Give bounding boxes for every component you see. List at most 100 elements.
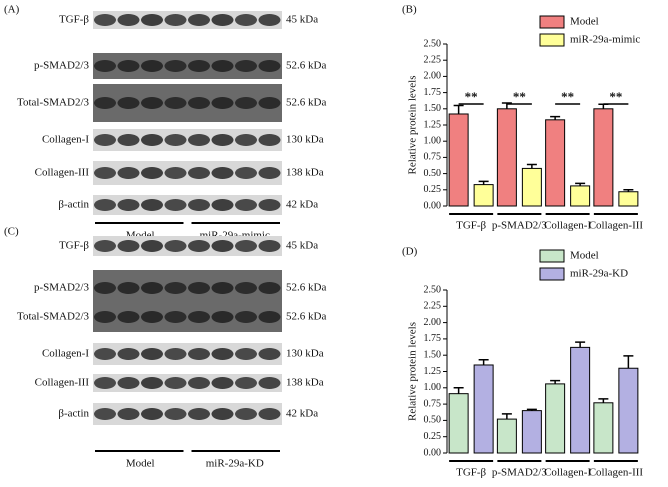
blot-band (141, 199, 163, 211)
blot-band (117, 282, 140, 294)
blot-band (235, 240, 257, 252)
blot-band (117, 60, 140, 72)
blot-band (141, 14, 163, 26)
mw-label: 52.6 kDa (286, 311, 326, 323)
y-tick-label: 1.50 (424, 349, 442, 360)
blot-band (141, 134, 163, 146)
blot-band (188, 348, 210, 360)
y-tick-label: 2.50 (424, 38, 442, 49)
row-label: Total-SMAD2/3 (17, 311, 89, 323)
blot-band (141, 167, 163, 179)
y-tick-label: 1.50 (424, 103, 442, 114)
legend-swatch (539, 249, 565, 263)
blot-band (235, 167, 257, 179)
blot-band (211, 14, 234, 26)
blot-band (211, 167, 234, 179)
error-bar (550, 115, 561, 120)
blot-band (211, 311, 234, 323)
blot-band (188, 282, 210, 294)
error-bar (526, 163, 537, 169)
error-bar (550, 379, 561, 384)
blot-band (188, 14, 210, 26)
blot-band (258, 408, 281, 420)
y-axis-label: Relative protein levels (407, 76, 419, 175)
y-tick-label: 2.00 (424, 71, 442, 82)
x-tick-label: Collagen-III (589, 220, 644, 232)
blot-band (211, 408, 234, 420)
error-bar (575, 341, 586, 348)
mw-label: 45 kDa (286, 240, 318, 252)
blot-band (188, 60, 210, 72)
blot-band (94, 282, 116, 294)
blot-band (164, 408, 187, 420)
panel-label: (D) (402, 246, 418, 258)
blot-strip (93, 374, 282, 392)
error-bar (575, 182, 586, 186)
blot-band (94, 60, 116, 72)
blot-band (117, 167, 140, 179)
y-axis-label: Relative protein levels (407, 322, 419, 421)
bar (448, 113, 469, 207)
y-tick-label: 2.25 (424, 301, 442, 312)
blot-band (188, 311, 210, 323)
bar (496, 418, 517, 454)
blot-band (258, 60, 281, 72)
blot-strip (93, 403, 282, 425)
blot-band (258, 240, 281, 252)
x-tick-label: p-SMAD2/3 (492, 467, 548, 479)
blot-band (211, 134, 234, 146)
blot-band (141, 97, 163, 109)
blot-band (164, 311, 187, 323)
y-tick-label: 1.25 (424, 366, 442, 377)
bar (570, 346, 591, 454)
bar (473, 364, 494, 454)
error-bar (453, 104, 464, 114)
significance-mark: ** (561, 89, 574, 104)
row-label: Total-SMAD2/3 (17, 97, 89, 109)
bar (496, 108, 517, 207)
significance-mark: ** (465, 89, 478, 104)
bar (545, 383, 566, 454)
blot-band (141, 60, 163, 72)
y-tick-label: 1.00 (424, 382, 442, 393)
blot-band (164, 199, 187, 211)
blot-band (164, 134, 187, 146)
mw-label: 52.6 kDa (286, 97, 326, 109)
row-label: β-actin (58, 408, 89, 420)
blot-band (188, 199, 210, 211)
blot-band (235, 97, 257, 109)
bar (618, 191, 639, 207)
blot-band (211, 97, 234, 109)
blot-band (235, 348, 257, 360)
mw-label: 45 kDa (286, 14, 318, 26)
error-bar (478, 359, 489, 365)
y-tick-label: 0.50 (424, 415, 442, 426)
y-tick-label: 1.75 (424, 87, 442, 98)
row-label: β-actin (58, 199, 89, 211)
y-tick-label: 0.25 (424, 184, 442, 195)
blot-band (211, 348, 234, 360)
x-tick-label: Collagen-I (544, 220, 591, 232)
x-tick-label: TGF-β (456, 220, 486, 232)
row-label: TGF-β (59, 240, 89, 252)
blot-band (235, 282, 257, 294)
y-tick-label: 1.25 (424, 119, 442, 130)
blot-band (94, 408, 116, 420)
mw-label: 130 kDa (286, 134, 324, 146)
blot-strip (93, 236, 282, 256)
legend-label: Model (570, 250, 599, 262)
blot-band (211, 60, 234, 72)
blot-band (164, 97, 187, 109)
blot-band (258, 377, 281, 389)
blot-band (188, 240, 210, 252)
error-bar (501, 413, 512, 420)
legend-swatch (539, 15, 565, 29)
mw-label: 42 kDa (286, 408, 318, 420)
row-label: p-SMAD2/3 (34, 60, 90, 72)
blot-band (117, 134, 140, 146)
blot-band (235, 199, 257, 211)
blot-band (188, 167, 210, 179)
bar (618, 367, 639, 454)
blot-band (117, 240, 140, 252)
